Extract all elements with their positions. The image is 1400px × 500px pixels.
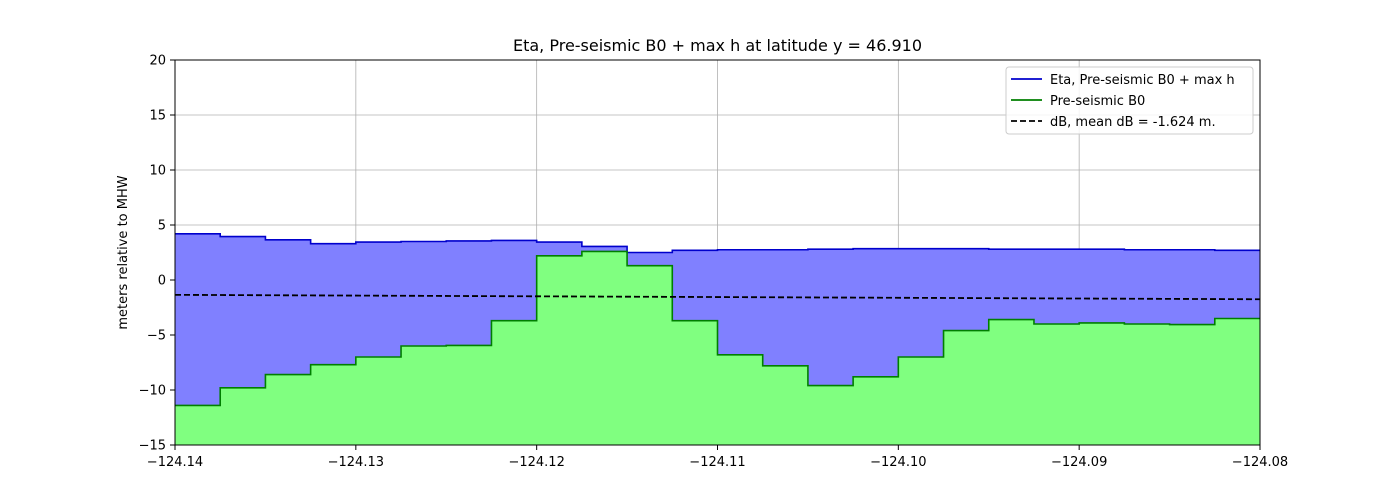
x-tick-label: −124.10 [870, 455, 926, 470]
y-tick-label: 5 [158, 219, 166, 234]
x-tick-label: −124.11 [689, 455, 745, 470]
y-tick-label: 15 [149, 109, 166, 124]
chart-title: Eta, Pre-seismic B0 + max h at latitude … [513, 36, 922, 55]
y-tick-label: 10 [149, 164, 166, 179]
db-line [174, 293, 1261, 301]
y-axis-label: meters relative to MHW [116, 175, 131, 329]
x-axis: −124.14 −124.13 −124.12 −124.11 −124.10 −124.… [147, 445, 1288, 470]
y-tick-label: 0 [158, 274, 166, 289]
y-tick-label: −15 [139, 439, 166, 454]
eta-area-fill [175, 233, 1260, 406]
b0-line [175, 250, 1260, 407]
x-tick-label: −124.14 [147, 455, 203, 470]
y-tick-label: −5 [147, 329, 166, 344]
legend-entry-db-label: dB, mean dB = -1.624 m. [1050, 115, 1216, 130]
legend-entry-b0-label: Pre-seismic B0 [1050, 94, 1145, 109]
x-tick-label: −124.12 [508, 455, 564, 470]
y-axis: −15 −10 −5 0 5 10 15 20 [139, 54, 175, 454]
series-lines [174, 233, 1261, 407]
x-tick-label: −124.09 [1051, 455, 1107, 470]
legend: Eta, Pre-seismic B0 + max h Pre-seismic B… [1005, 66, 1254, 135]
legend-box [1005, 66, 1254, 135]
eta-line [175, 233, 1260, 254]
y-tick-label: 20 [149, 54, 166, 69]
x-tick-label: −124.08 [1232, 455, 1288, 470]
y-tick-label: −10 [139, 384, 166, 399]
legend-entry-eta-label: Eta, Pre-seismic B0 + max h [1050, 73, 1235, 88]
x-tick-label: −124.13 [328, 455, 384, 470]
